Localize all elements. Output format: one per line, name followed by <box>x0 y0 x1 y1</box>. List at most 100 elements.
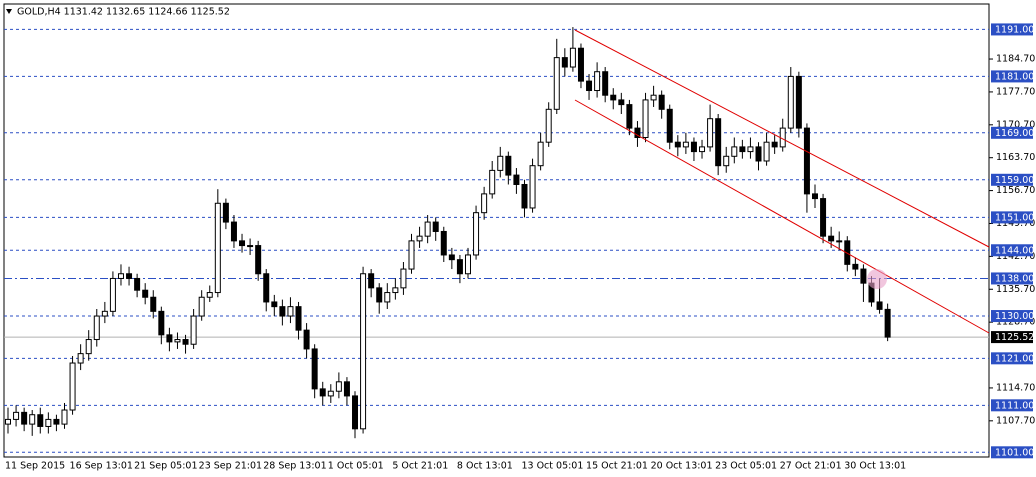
candle-body <box>561 57 568 68</box>
candle-body <box>448 254 455 261</box>
candle-body <box>803 127 810 195</box>
y-tick-label: 1177.70 <box>996 86 1035 97</box>
candle-body <box>142 289 149 298</box>
candle-body <box>699 146 706 153</box>
candle-body <box>884 308 891 338</box>
x-tick-label: 13 Oct 05:01 <box>521 461 583 472</box>
candle-body <box>860 268 867 284</box>
x-tick-label: 21 Sep 05:01 <box>134 461 197 472</box>
x-tick-label: 23 Oct 05:01 <box>715 461 777 472</box>
candle-body <box>158 310 165 336</box>
y-tick-label: 1156.70 <box>996 185 1035 196</box>
channel-lower <box>574 99 990 334</box>
y-tick-label: 1107.70 <box>996 415 1035 426</box>
candle-body <box>214 202 221 294</box>
candle-body <box>376 287 383 303</box>
candle-body <box>319 388 326 397</box>
candle-body <box>481 193 488 214</box>
candle-body <box>545 108 552 143</box>
x-tick-label: 28 Sep 13:01 <box>263 461 326 472</box>
candle-body <box>723 155 730 167</box>
candle-body <box>230 221 237 242</box>
candle-body <box>327 390 334 397</box>
candle-body <box>505 155 512 176</box>
level-label: 1101.00 <box>995 447 1034 458</box>
candle-body <box>13 411 20 420</box>
candle-body <box>626 104 633 129</box>
candle-body <box>763 141 770 162</box>
candle-body <box>852 263 859 270</box>
x-tick-label: 23 Sep 21:01 <box>199 461 262 472</box>
candle-body <box>787 75 794 129</box>
candle-body <box>400 268 407 289</box>
candle-body <box>85 339 92 355</box>
candle-body <box>876 301 883 310</box>
level-label: 1130.00 <box>995 311 1034 322</box>
candle-body <box>715 118 722 167</box>
candle-body <box>174 339 181 343</box>
candle-body <box>295 306 302 331</box>
x-tick-label: 1 Oct 05:01 <box>328 461 384 472</box>
candle-body <box>166 334 173 343</box>
candle-body <box>634 127 641 138</box>
candle-body <box>642 99 649 138</box>
level-box <box>991 23 1033 36</box>
candle-body <box>577 47 584 82</box>
menu-arrow[interactable] <box>6 9 12 14</box>
candle-body <box>521 183 528 209</box>
candle-body <box>820 198 827 237</box>
candle-body <box>707 118 714 148</box>
level-label: 1181.00 <box>995 71 1034 82</box>
candle-body <box>287 306 294 317</box>
current-price-box <box>991 331 1033 344</box>
candle-body <box>368 273 375 289</box>
candle-body <box>650 94 657 101</box>
level-box <box>991 173 1033 186</box>
candle-body <box>836 240 843 243</box>
candle-body <box>513 174 520 185</box>
level-box <box>991 446 1033 459</box>
level-label: 1121.00 <box>995 353 1034 364</box>
level-label: 1151.00 <box>995 212 1034 223</box>
level-label: 1138.00 <box>995 273 1034 284</box>
candle-body <box>53 418 60 425</box>
candle-body <box>416 235 423 242</box>
candle-body <box>29 414 36 425</box>
candle-body <box>489 169 496 195</box>
candle-body <box>343 381 350 397</box>
candle-body <box>771 141 778 148</box>
candle-body <box>755 146 762 162</box>
candle-body <box>569 47 576 68</box>
candle-body <box>610 94 617 101</box>
y-tick-label: 1163.70 <box>996 152 1035 163</box>
y-tick-label: 1114.70 <box>996 382 1035 393</box>
level-box <box>991 244 1033 257</box>
candle-body <box>690 141 697 153</box>
chart-title: GOLD,H4 1131.42 1132.65 1124.66 1125.52 <box>17 7 230 18</box>
candle-body <box>602 71 609 96</box>
level-box <box>991 272 1033 285</box>
candle-body <box>384 292 391 303</box>
level-box <box>991 126 1033 139</box>
candle-body <box>594 71 601 92</box>
candle-body <box>263 273 270 303</box>
current-price-label: 1125.52 <box>995 332 1034 343</box>
level-box <box>991 70 1033 83</box>
candle-body <box>222 202 229 223</box>
level-label: 1144.00 <box>995 245 1034 256</box>
candle-body <box>190 315 197 345</box>
candle-body <box>311 348 318 390</box>
y-tick-label: 1128.70 <box>996 317 1035 328</box>
candle-body <box>352 395 359 430</box>
candle-body <box>464 254 471 275</box>
candle-body <box>828 235 835 242</box>
candle-body <box>497 155 504 171</box>
candle-body <box>731 146 738 157</box>
level-box <box>991 399 1033 412</box>
y-tick-label: 1135.70 <box>996 284 1035 295</box>
candle-body <box>101 310 108 317</box>
candle-body <box>93 315 100 341</box>
candle-body <box>126 273 133 279</box>
